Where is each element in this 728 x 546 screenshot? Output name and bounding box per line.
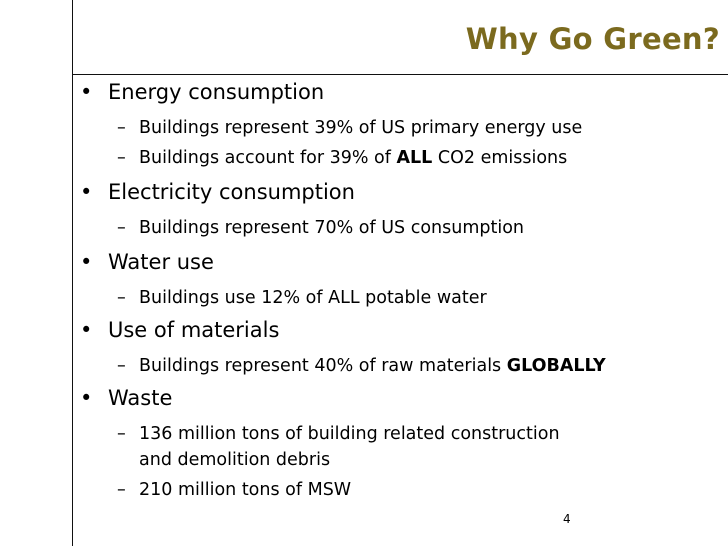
- sub-bullet-text: Buildings represent 40% of raw materials: [139, 356, 507, 376]
- sub-bullet-text: Buildings use 12% of ALL potable water: [139, 288, 487, 308]
- title-rule: [72, 74, 728, 75]
- dash-glyph: –: [117, 356, 126, 376]
- sub-bullet-materials: – Buildings represent 40% of raw material…: [117, 356, 606, 376]
- sub-bullet-text-tail: CO2 emissions: [432, 148, 568, 168]
- sub-bullet-construction-debris-cont: and demolition debris: [117, 450, 330, 470]
- bullet-text: Use of materials: [108, 318, 280, 342]
- emphasis-all: ALL: [396, 148, 433, 168]
- dash-glyph: –: [117, 118, 126, 138]
- sub-bullet-msw: –210 million tons of MSW: [117, 480, 351, 500]
- dash-glyph: –: [117, 480, 126, 500]
- bullet-glyph: •: [80, 180, 93, 204]
- bullet-water-use: • Water use: [80, 250, 214, 274]
- sub-bullet-energy-use: – Buildings represent 39% of US primary e…: [117, 118, 582, 138]
- sub-bullet-water: – Buildings use 12% of ALL potable water: [117, 288, 487, 308]
- sub-bullet-text: and demolition debris: [139, 450, 331, 470]
- sub-bullet-text: Buildings represent 70% of US consumptio…: [139, 218, 525, 238]
- bullet-glyph: •: [80, 318, 93, 342]
- dash-glyph: –: [117, 424, 126, 444]
- bullet-glyph: •: [80, 80, 93, 104]
- sub-bullet-electricity: – Buildings represent 70% of US consumpti…: [117, 218, 524, 238]
- bullet-text: Electricity consumption: [108, 180, 355, 204]
- left-rule: [72, 0, 73, 546]
- bullet-text: Energy consumption: [108, 80, 325, 104]
- emphasis-globally: GLOBALLY: [506, 356, 606, 376]
- dash-glyph: –: [117, 148, 126, 168]
- bullet-text: Water use: [108, 250, 214, 274]
- bullet-glyph: •: [80, 250, 93, 274]
- page-number: 4: [563, 512, 571, 526]
- bullet-waste: • Waste: [80, 386, 172, 410]
- bullet-use-of-materials: • Use of materials: [80, 318, 279, 342]
- sub-bullet-text: 136 million tons of building related con…: [139, 424, 560, 444]
- sub-bullet-text: 210 million tons of MSW: [139, 480, 352, 500]
- dash-glyph: –: [117, 288, 126, 308]
- slide-title: Why Go Green?: [465, 22, 720, 56]
- sub-bullet-text: Buildings account for 39% of: [139, 148, 397, 168]
- bullet-energy-consumption: • Energy consumption: [80, 80, 324, 104]
- bullet-electricity-consumption: • Electricity consumption: [80, 180, 355, 204]
- sub-bullet-text: Buildings represent 39% of US primary en…: [139, 118, 583, 138]
- bullet-text: Waste: [108, 386, 173, 410]
- bullet-glyph: •: [80, 386, 93, 410]
- sub-bullet-construction-debris: –136 million tons of building related co…: [117, 424, 560, 444]
- sub-bullet-co2: – Buildings account for 39% of ALL CO2 em…: [117, 148, 567, 168]
- dash-glyph: –: [117, 218, 126, 238]
